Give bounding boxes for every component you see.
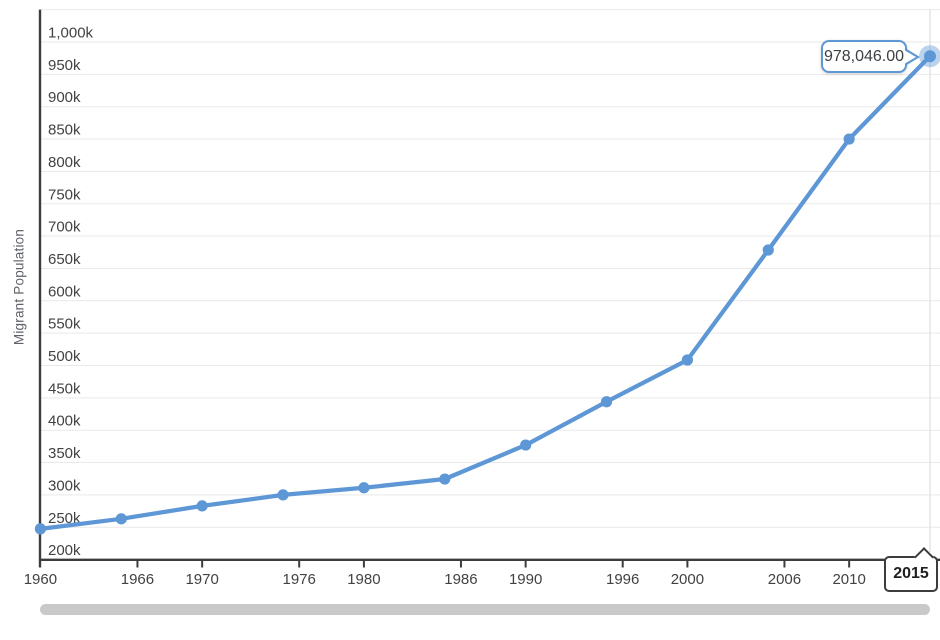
y-axis-tick-label: 350k (48, 445, 81, 462)
tooltip: 978,046.00 (821, 40, 920, 73)
y-axis-tick-label: 200k (48, 542, 81, 559)
y-axis-title: Migrant Population (11, 228, 27, 346)
data-point[interactable] (843, 133, 855, 145)
data-point[interactable] (115, 513, 127, 525)
x-axis-tick-label: 2006 (768, 571, 801, 588)
tooltip-value: 978,046.00 (823, 47, 905, 65)
data-point[interactable] (277, 489, 289, 501)
y-axis-tick-label: 550k (48, 316, 81, 333)
series-line (38, 54, 933, 532)
data-point[interactable] (439, 473, 451, 485)
data-point[interactable] (358, 482, 370, 494)
data-point[interactable] (520, 439, 532, 451)
x-axis-tick-label: 1996 (606, 571, 639, 588)
y-axis-tick-label: 450k (48, 380, 81, 397)
data-point[interactable] (34, 523, 47, 535)
data-point[interactable] (924, 50, 937, 63)
y-axis-tick-label: 750k (48, 186, 81, 203)
horizontal-scrollbar-thumb[interactable] (40, 604, 930, 615)
y-axis-tick-label: 250k (48, 510, 81, 527)
y-axis-tick-label: 700k (48, 219, 81, 236)
data-point[interactable] (196, 500, 208, 512)
y-axis-tick-label: 800k (48, 154, 81, 171)
x-axis-tick-label: 1966 (121, 571, 154, 588)
data-point[interactable] (600, 396, 613, 408)
x-axis-tick-label: 1980 (347, 571, 380, 588)
y-axis-tick-label: 950k (48, 57, 81, 74)
y-axis-tick-label: 850k (48, 122, 81, 139)
data-point[interactable] (681, 354, 694, 366)
selected-year-axis-label: 2015 (884, 556, 938, 592)
y-axis-tick-label: 650k (48, 251, 81, 268)
x-axis-tick-label: 1960 (24, 571, 57, 588)
selected-year-text: 2015 (893, 565, 929, 582)
x-axis-tick-label: 2010 (832, 571, 865, 588)
y-axis-tick-label: 300k (48, 477, 81, 494)
y-axis-tick-label: 500k (48, 348, 81, 365)
data-point[interactable] (762, 244, 774, 256)
y-axis-tick-label: 900k (48, 89, 81, 106)
x-axis-tick-label: 1970 (185, 571, 218, 588)
x-axis-tick-label: 1990 (509, 571, 542, 588)
y-axis-tick-label: 400k (48, 413, 81, 430)
x-axis-tick-label: 1976 (283, 571, 316, 588)
y-axis-tick-label: 600k (48, 283, 81, 300)
x-axis-tick-label: 1986 (444, 571, 477, 588)
x-axis-tick-label: 2000 (671, 571, 704, 588)
y-axis-tick-label: 1,000k (48, 25, 94, 42)
